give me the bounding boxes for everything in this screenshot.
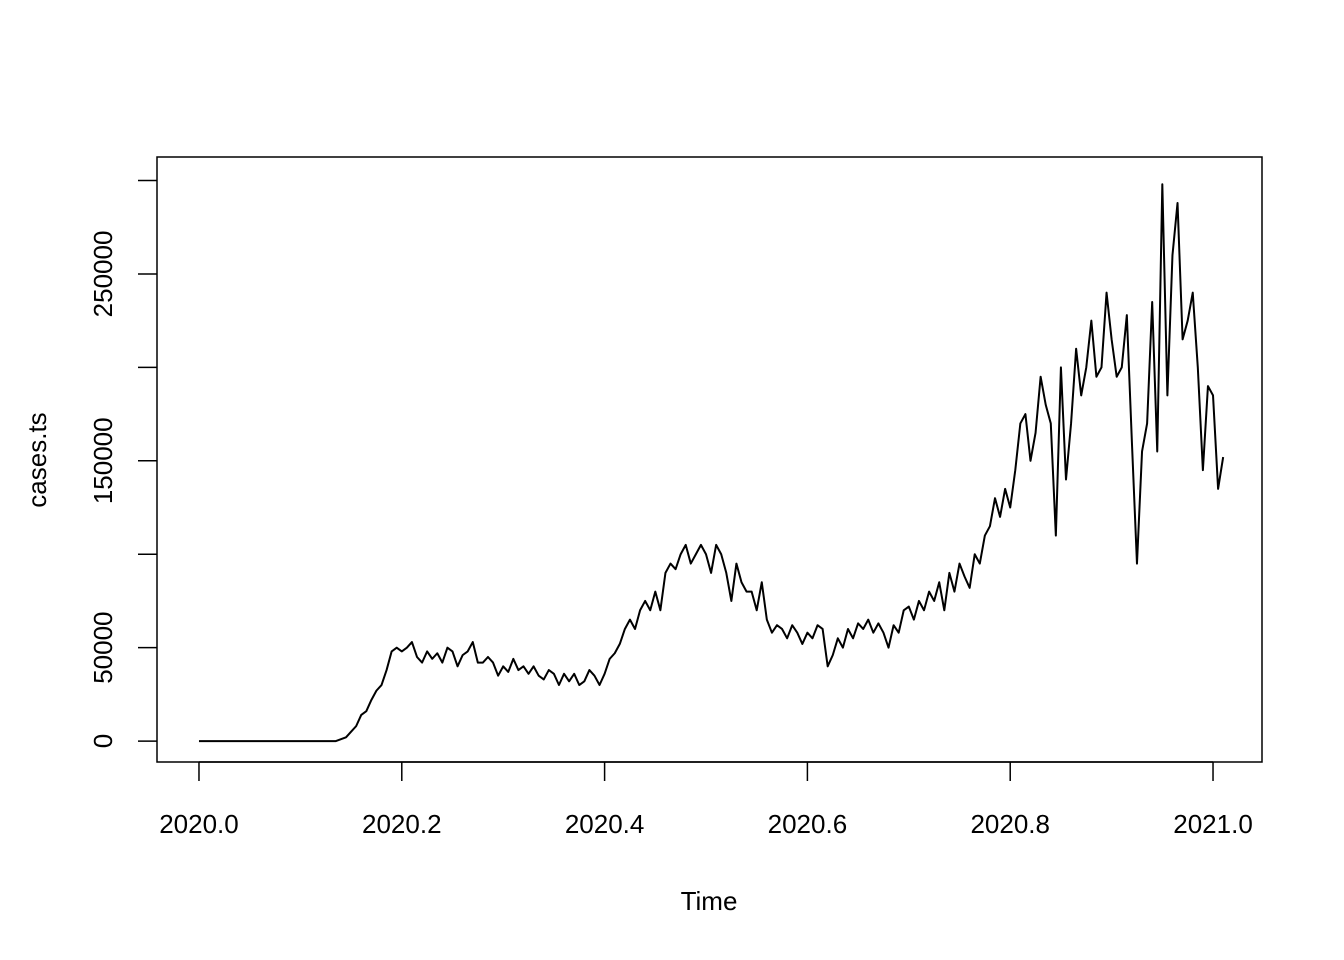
x-tick-label: 2020.8 — [970, 809, 1050, 839]
x-tick-label: 2020.4 — [565, 809, 645, 839]
x-tick-label: 2020.0 — [159, 809, 239, 839]
plot-box — [156, 156, 1263, 763]
x-tick-label: 2021.0 — [1173, 809, 1253, 839]
x-tick-label: 2020.2 — [362, 809, 442, 839]
y-tick-label: 250000 — [88, 231, 118, 318]
x-axis-label: Time — [681, 886, 738, 916]
y-axis-label: cases.ts — [22, 412, 52, 507]
series-line — [198, 183, 1225, 743]
y-tick-label: 50000 — [88, 611, 118, 683]
y-tick-label: 0 — [88, 734, 118, 748]
y-tick-label: 150000 — [88, 417, 118, 504]
x-tick-label: 2020.6 — [768, 809, 848, 839]
